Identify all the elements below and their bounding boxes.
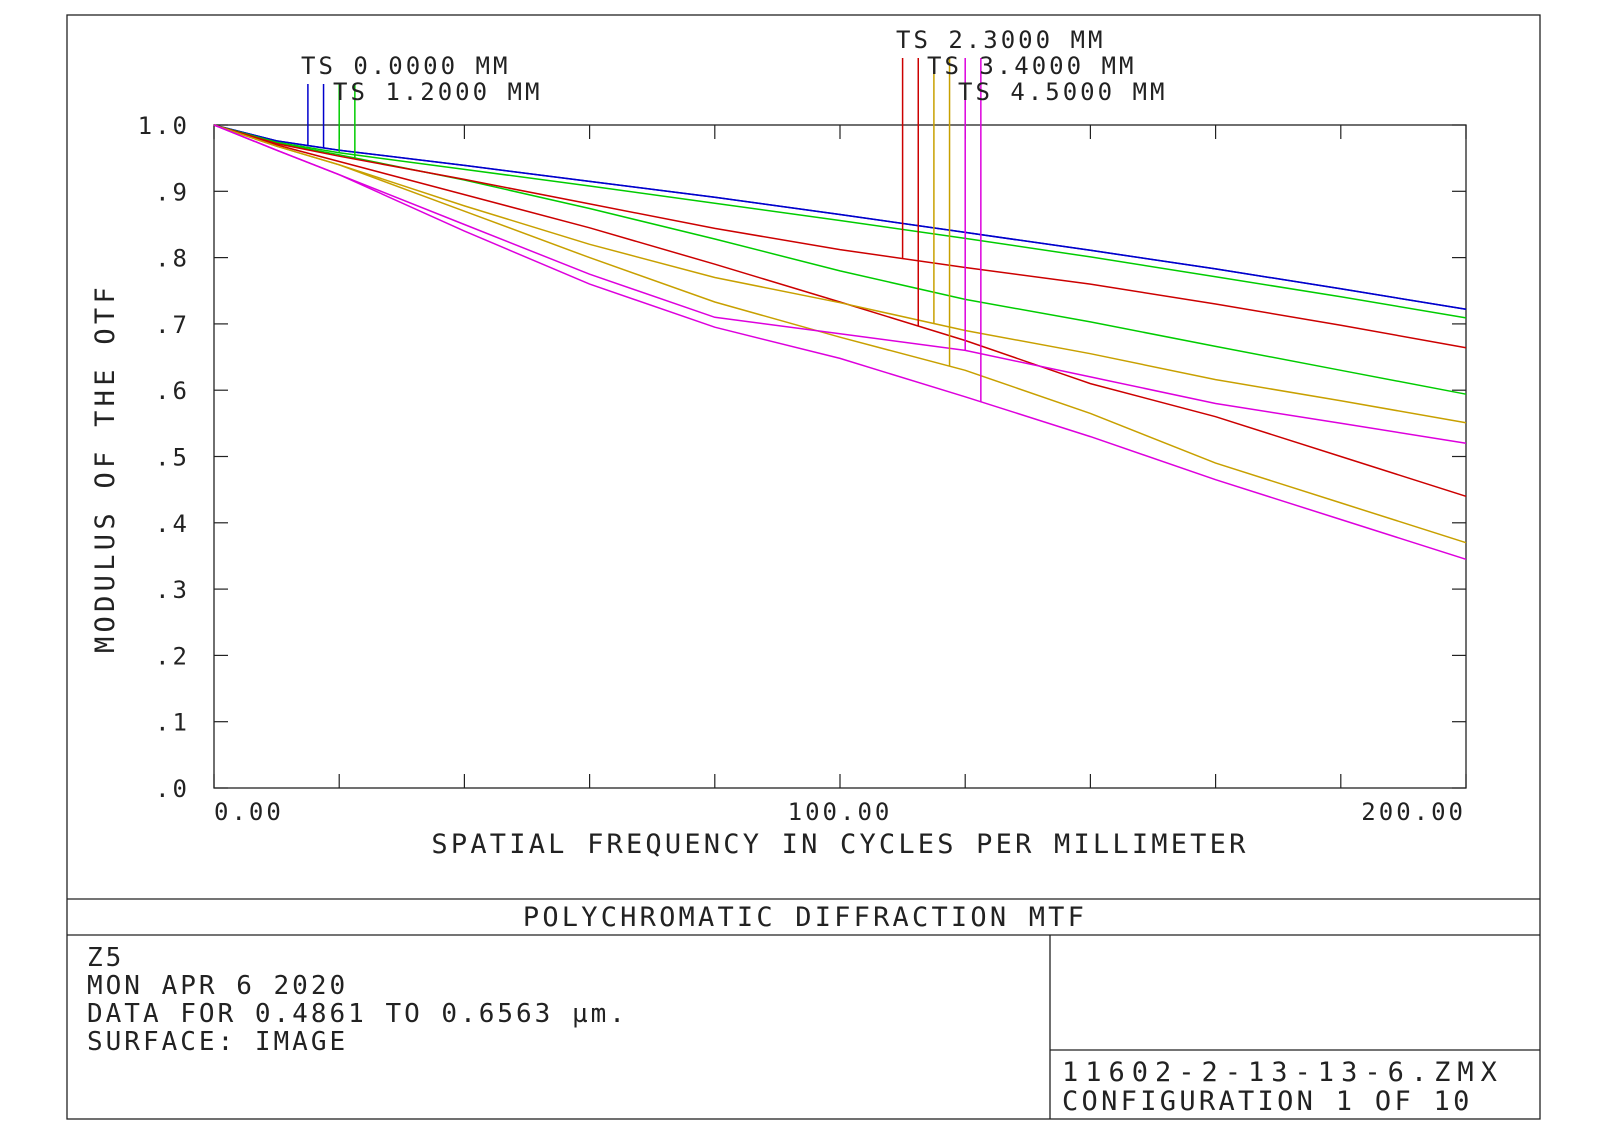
configuration-label: CONFIGURATION 1 OF 10: [1062, 1086, 1473, 1117]
field-legend-label: TS 1.2000 MM: [333, 78, 542, 106]
field-legend-label: TS 0.0000 MM: [301, 52, 510, 80]
x-tick-label: 0.00: [214, 798, 284, 826]
mtf-curve-t: [213, 124, 1467, 349]
y-tick-label: .4: [155, 510, 190, 538]
y-tick-label: .9: [155, 178, 190, 206]
mtf-curve-t: [213, 124, 1467, 311]
y-tick-labels: 1.0 .9 .8 .7 .6 .5 .4 .3 .2 .1 .0: [138, 112, 190, 803]
mtf-curve-t: [213, 124, 1467, 319]
lens-name: Z5: [87, 943, 124, 973]
wavelength-label: DATA FOR 0.4861 TO 0.6563 µm.: [87, 999, 628, 1029]
y-tick-label: .0: [155, 775, 190, 803]
field-markers: [307, 58, 982, 402]
field-legend-label: TS 3.4000 MM: [927, 52, 1136, 80]
axis-ticks: [213, 124, 1467, 789]
mtf-curve-s: [213, 124, 1467, 311]
y-tick-label: .1: [155, 709, 190, 737]
outer-frame: [66, 14, 1541, 1120]
file-name: 11602-2-13-13-6.ZMX: [1062, 1057, 1504, 1088]
mtf-curve-s: [213, 124, 1467, 395]
plot-area: [213, 124, 1467, 789]
y-tick-label: .3: [155, 576, 190, 604]
surface-label: SURFACE: IMAGE: [87, 1027, 348, 1057]
y-tick-label: .8: [155, 245, 190, 273]
mtf-curve-t: [213, 124, 1467, 444]
field-legend-label: TS 4.5000 MM: [958, 78, 1167, 106]
chart-title: POLYCHROMATIC DIFFRACTION MTF: [523, 902, 1087, 933]
y-tick-label: .2: [155, 642, 190, 670]
mtf-curve-s: [213, 124, 1467, 498]
y-tick-label: 1.0: [138, 112, 190, 140]
mtf-curve-s: [213, 124, 1467, 561]
date-label: MON APR 6 2020: [87, 971, 348, 1001]
x-axis-title: SPATIAL FREQUENCY IN CYCLES PER MILLIMET…: [431, 829, 1248, 860]
y-axis-title: MODULUS OF THE OTF: [90, 283, 121, 653]
x-tick-label: 100.00: [788, 798, 893, 826]
x-tick-labels: 0.00 100.00 200.00: [214, 798, 1466, 826]
field-legend-label: TS 2.3000 MM: [896, 26, 1105, 54]
mtf-curves: [213, 124, 1467, 561]
y-tick-label: .5: [155, 444, 190, 472]
mtf-curve-t: [213, 124, 1467, 424]
y-tick-label: .6: [155, 377, 190, 405]
mtf-curve-s: [213, 124, 1467, 544]
x-tick-label: 200.00: [1361, 798, 1466, 826]
y-tick-label: .7: [155, 311, 190, 339]
